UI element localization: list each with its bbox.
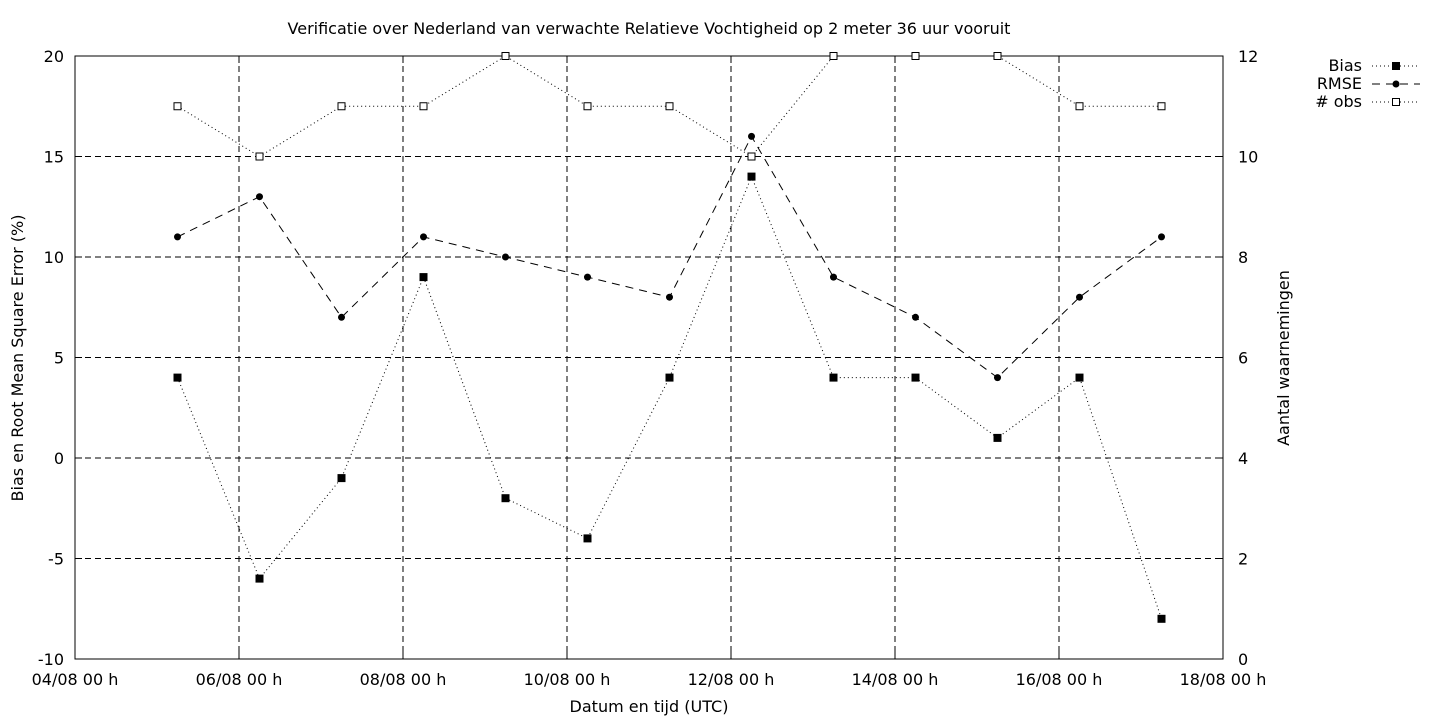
x-axis-label: Datum en tijd (UTC): [570, 697, 729, 716]
x-tick-label: 14/08 00 h: [852, 670, 939, 689]
data-point-rmse: [584, 273, 591, 281]
legend-label-rmse: RMSE: [1317, 74, 1362, 93]
y-tick-label: 10: [44, 248, 64, 267]
x-tick-label: 06/08 00 h: [196, 670, 283, 689]
y2-axis-label: Aantal waarnemingen: [1274, 270, 1293, 446]
series-bias: [173, 172, 1166, 623]
data-point-obs: [583, 102, 592, 111]
y-tick-label: -10: [38, 650, 64, 669]
data-point-bias: [993, 433, 1002, 442]
y2-tick-label: 4: [1238, 449, 1248, 468]
data-point-rmse: [666, 293, 673, 301]
data-point-obs: [911, 52, 920, 60]
data-point-obs: [255, 152, 264, 161]
data-point-obs: [829, 52, 838, 60]
data-point-bias: [337, 474, 346, 483]
data-point-rmse: [912, 313, 919, 321]
data-point-rmse: [338, 313, 345, 321]
y-tick-label: 15: [44, 148, 64, 167]
data-point-rmse: [1158, 233, 1165, 241]
data-point-bias: [665, 373, 674, 382]
y-tick-label: 0: [54, 449, 64, 468]
data-point-bias: [501, 494, 510, 503]
legend-label-bias: Bias: [1328, 56, 1362, 75]
data-point-rmse: [420, 233, 427, 241]
series: [173, 52, 1166, 623]
y2-tick-label: 12: [1238, 47, 1258, 66]
y2-tick-label: 6: [1238, 349, 1248, 368]
series-obs: [173, 52, 1166, 161]
x-tick-label: 10/08 00 h: [524, 670, 611, 689]
data-point-rmse: [994, 374, 1001, 382]
data-point-rmse: [502, 253, 509, 261]
data-point-bias: [1157, 614, 1166, 623]
y-tick-label: 20: [44, 47, 64, 66]
data-point-obs: [419, 102, 428, 111]
data-point-obs: [665, 102, 674, 111]
data-point-rmse: [174, 233, 181, 241]
x-tick-label: 16/08 00 h: [1016, 670, 1103, 689]
data-point-bias: [829, 373, 838, 382]
y-tick-label: 5: [54, 349, 64, 368]
legend-label-obs: # obs: [1315, 92, 1362, 111]
data-point-rmse: [830, 273, 837, 281]
data-point-obs: [1157, 102, 1166, 111]
data-point-rmse: [748, 132, 755, 140]
y2-tick-label: 2: [1238, 550, 1248, 569]
legend-marker-rmse: [1392, 80, 1400, 88]
data-point-bias: [911, 373, 920, 382]
data-point-bias: [1075, 373, 1084, 382]
data-point-obs: [1075, 102, 1084, 111]
data-point-rmse: [256, 193, 263, 201]
data-point-bias: [583, 534, 592, 543]
series-rmse: [174, 132, 1165, 382]
data-point-bias: [747, 172, 756, 181]
data-point-obs: [993, 52, 1002, 60]
data-point-rmse: [1076, 293, 1083, 301]
y-axis-label: Bias en Root Mean Square Error (%): [8, 215, 27, 502]
data-point-obs: [501, 52, 510, 60]
data-point-bias: [173, 373, 182, 382]
y-tick-label: -5: [48, 550, 64, 569]
data-point-obs: [173, 102, 182, 111]
y2-tick-label: 8: [1238, 248, 1248, 267]
axes: 04/08 00 h 06/08 00 h 08/08 00 h 10/08 00 h…: [32, 47, 1267, 689]
legend-marker-obs: [1392, 98, 1400, 106]
x-tick-label: 18/08 00 h: [1180, 670, 1267, 689]
x-tick-label: 08/08 00 h: [360, 670, 447, 689]
chart-title: Verificatie over Nederland van verwachte…: [288, 19, 1011, 38]
data-point-obs: [747, 152, 756, 161]
x-tick-label: 12/08 00 h: [688, 670, 775, 689]
series-line-bias: [177, 175, 1162, 619]
data-point-bias: [255, 574, 264, 583]
y2-tick-label: 0: [1238, 650, 1248, 669]
grid: [75, 56, 1223, 659]
x-tick-label: 04/08 00 h: [32, 670, 119, 689]
data-point-bias: [419, 273, 428, 282]
y2-tick-label: 10: [1238, 148, 1258, 167]
plot-frame: [74, 55, 1224, 660]
legend-marker-bias: [1392, 62, 1400, 70]
data-point-obs: [337, 102, 346, 111]
